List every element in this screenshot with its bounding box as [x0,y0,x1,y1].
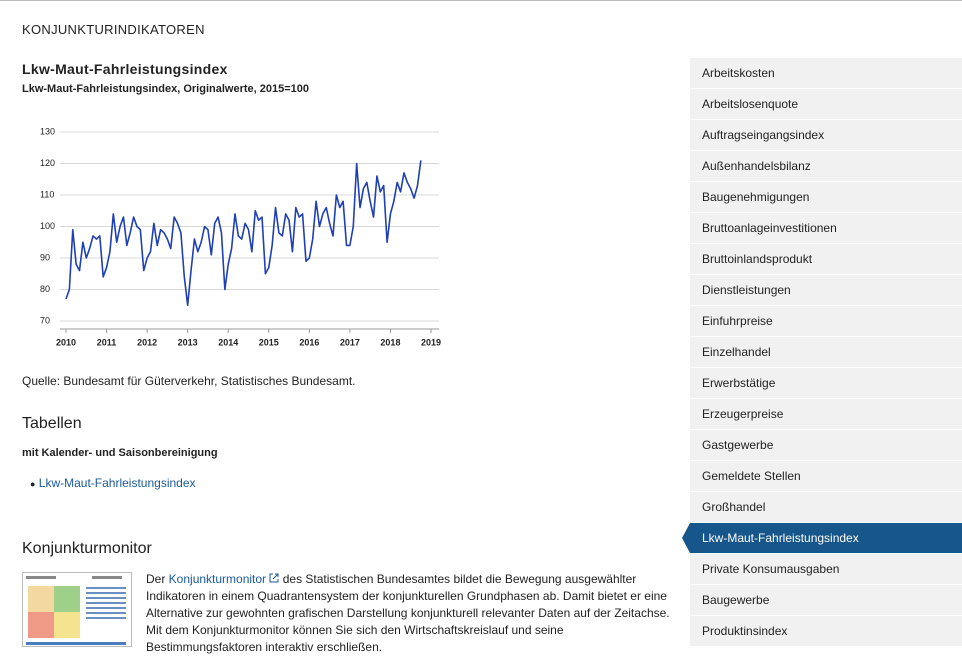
monitor-thumbnail[interactable] [22,572,132,647]
sidebar-item[interactable]: Großhandel [690,492,962,523]
sidebar-item[interactable]: Lkw-Maut-Fahrleistungsindex [682,523,962,554]
sidebar-item[interactable]: Baugewerbe [690,585,962,616]
sidebar-item[interactable]: Einzelhandel [690,337,962,368]
x-tick-label: 2014 [218,337,238,347]
y-tick-label: 80 [40,284,50,294]
x-tick-label: 2010 [56,337,76,347]
tables-subheading: mit Kalender- und Saisonbereinigung [22,447,218,459]
sidebar-item[interactable]: Baugenehmigungen [690,182,962,213]
source-note: Quelle: Bundesamt für Güterverkehr, Stat… [22,374,356,388]
sidebar-item[interactable]: Gemeldete Stellen [690,461,962,492]
data-line [65,160,422,307]
monitor-text-before: Der [146,572,169,586]
x-tick-label: 2012 [137,337,157,347]
sidebar-item[interactable]: Außenhandelsbilanz [690,151,962,182]
y-tick-label: 90 [40,252,50,262]
sidebar-item[interactable]: Gastgewerbe [690,430,962,461]
page-header: KONJUNKTURINDIKATOREN [22,22,205,37]
monitor-text: Der Konjunkturmonitor des Statistischen … [146,571,676,656]
x-tick-label: 2011 [97,337,117,347]
sidebar-item[interactable]: Erzeugerpreise [690,399,962,430]
tables-heading: Tabellen [22,415,82,432]
y-tick-label: 120 [40,158,55,168]
sidebar-item[interactable]: Produktinsindex [690,616,962,647]
sidebar: Arbeitskosten Arbeitslosenquote Auftragsei… [682,58,962,647]
y-tick-label: 100 [40,221,55,231]
monitor-heading: Konjunkturmonitor [22,540,152,557]
x-tick-label: 2013 [178,337,198,347]
x-tick-label: 2016 [299,337,319,347]
sidebar-item[interactable]: Arbeitskosten [690,58,962,89]
sidebar-item[interactable]: Dienstleistungen [690,275,962,306]
external-link-icon [269,573,279,583]
x-tick-label: 2018 [380,337,400,347]
sidebar-item[interactable]: Bruttoinlandsprodukt [690,244,962,275]
x-tick-label: 2015 [259,337,279,347]
table-link[interactable]: Lkw-Maut-Fahrleistungsindex [38,476,196,490]
sidebar-item[interactable]: Auftragseingangsindex [690,120,962,151]
y-tick-label: 110 [40,189,54,199]
chart-subtitle: Lkw-Maut-Fahrleistungsindex, Originalwer… [22,83,310,95]
y-tick-label: 70 [40,315,50,325]
monitor-link[interactable]: Konjunkturmonitor [168,572,267,586]
chart: 70 80 90 100 110 120 130 2010 2011 2012 2013 2014 20… [40,126,441,347]
sidebar-item[interactable]: Private Konsumausgaben [690,554,962,585]
top-border [0,0,962,1]
sidebar-item[interactable]: Bruttoanlageinvestitionen [690,213,962,244]
sidebar-item[interactable]: Arbeitslosenquote [690,89,962,120]
x-tick-label: 2019 [421,337,441,347]
y-tick-label: 130 [40,126,55,136]
chart-title: Lkw-Maut-Fahrleistungsindex [22,61,228,77]
sidebar-item[interactable]: Erwerbstätige [690,368,962,399]
table-link-item: ● Lkw-Maut-Fahrleistungsindex [30,476,196,490]
x-tick-label: 2017 [340,337,360,347]
sidebar-item[interactable]: Einfuhrpreise [690,306,962,337]
